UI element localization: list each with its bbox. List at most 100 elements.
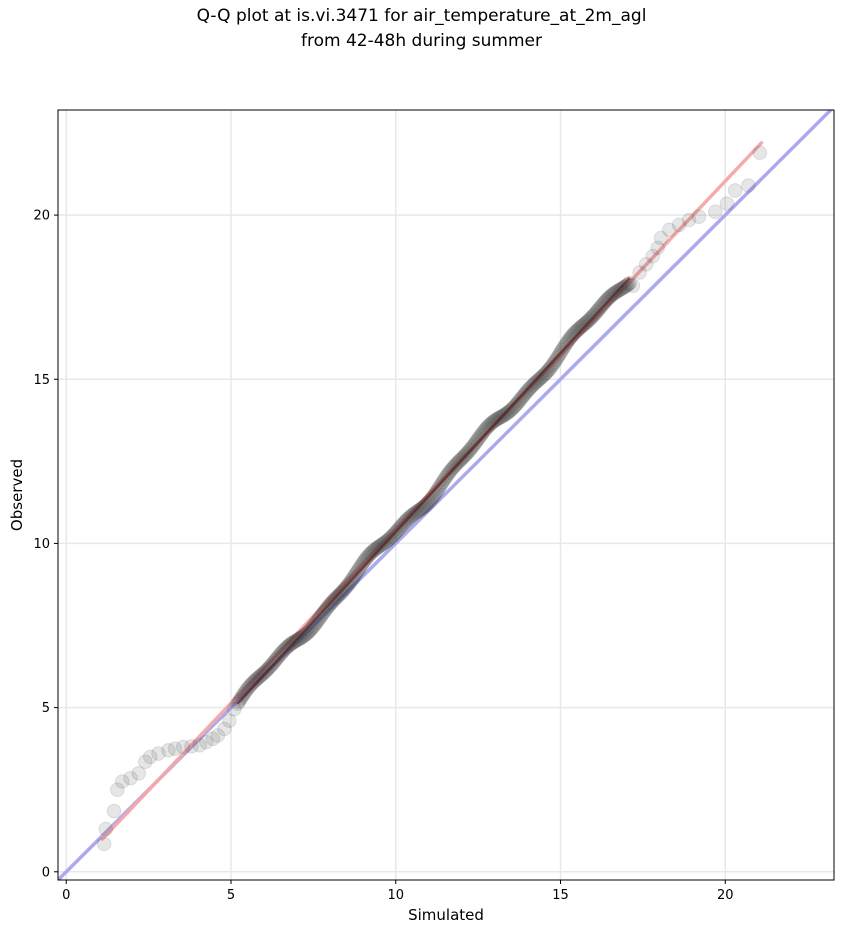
data-point xyxy=(422,493,437,509)
data-point xyxy=(324,594,340,610)
data-point xyxy=(351,561,367,576)
data-point xyxy=(587,306,603,321)
data-point xyxy=(574,319,590,334)
data-point xyxy=(322,597,338,612)
data-point xyxy=(106,803,122,819)
data-point xyxy=(494,409,510,424)
data-point xyxy=(252,669,268,684)
data-point xyxy=(719,196,735,211)
data-point xyxy=(345,570,361,586)
data-point xyxy=(233,690,249,706)
data-point xyxy=(367,541,383,557)
data-point xyxy=(595,297,610,312)
data-point xyxy=(567,325,582,341)
data-point xyxy=(263,658,279,674)
data-point xyxy=(589,304,604,320)
data-point xyxy=(474,426,490,441)
data-point xyxy=(138,754,153,770)
data-point xyxy=(388,524,404,540)
data-point xyxy=(517,386,533,401)
data-point xyxy=(366,542,382,558)
y-tick-label: 15 xyxy=(33,373,50,388)
data-point xyxy=(354,557,370,572)
data-point xyxy=(300,625,315,641)
core-trend-line xyxy=(236,276,631,705)
data-point xyxy=(333,585,349,601)
data-point xyxy=(415,499,431,515)
data-point xyxy=(466,437,481,453)
data-point xyxy=(528,374,544,390)
data-point xyxy=(473,427,489,443)
data-point xyxy=(510,395,526,410)
data-point xyxy=(433,478,448,493)
grid xyxy=(58,110,834,880)
data-point xyxy=(246,674,261,690)
data-point xyxy=(616,280,631,295)
data-point xyxy=(337,581,352,597)
data-point xyxy=(295,629,311,645)
data-point xyxy=(353,559,368,574)
data-point xyxy=(403,508,419,524)
data-point xyxy=(283,637,298,652)
data-point xyxy=(501,404,517,419)
data-point xyxy=(498,406,513,422)
data-point xyxy=(281,637,297,653)
data-point xyxy=(436,472,452,488)
data-point xyxy=(467,436,483,451)
data-point xyxy=(622,275,638,291)
data-point xyxy=(241,680,256,695)
data-point xyxy=(487,413,502,429)
data-point xyxy=(468,434,484,450)
data-point xyxy=(489,411,505,427)
data-point xyxy=(329,589,345,605)
data-point xyxy=(584,310,599,325)
data-point xyxy=(488,412,504,428)
data-point xyxy=(618,278,634,294)
data-point xyxy=(438,470,453,486)
data-point xyxy=(541,362,556,378)
data-point xyxy=(568,324,583,340)
data-point xyxy=(167,741,183,756)
data-point xyxy=(412,502,427,518)
data-point xyxy=(556,340,571,356)
data-point xyxy=(681,212,697,228)
data-point xyxy=(381,532,397,547)
data-point xyxy=(650,240,666,256)
data-point xyxy=(569,323,585,338)
x-axis-label: Simulated xyxy=(408,906,484,924)
data-point xyxy=(391,521,406,537)
data-point xyxy=(184,739,199,754)
data-point xyxy=(483,416,499,432)
data-point xyxy=(575,318,591,333)
y-tick-label: 0 xyxy=(42,865,50,880)
data-point xyxy=(442,463,458,479)
data-point xyxy=(414,500,430,516)
data-point xyxy=(393,518,409,534)
data-point xyxy=(273,646,288,662)
data-point xyxy=(274,645,290,660)
data-point xyxy=(335,583,351,598)
chart-title-line-1: Q-Q plot at is.vi.3471 for air_temperatu… xyxy=(196,6,647,26)
data-point xyxy=(632,265,647,280)
data-point xyxy=(727,183,743,198)
data-point xyxy=(469,432,485,448)
data-point xyxy=(279,640,295,655)
data-point xyxy=(339,578,355,594)
data-point xyxy=(316,605,331,620)
data-point xyxy=(479,420,495,435)
data-point xyxy=(557,338,572,354)
data-point xyxy=(509,396,524,412)
data-point xyxy=(476,424,491,440)
data-point xyxy=(504,402,519,417)
data-point xyxy=(519,384,534,400)
data-point xyxy=(603,288,619,303)
data-point xyxy=(235,688,250,704)
data-point xyxy=(503,403,518,418)
data-point xyxy=(493,409,508,425)
data-point xyxy=(321,598,336,614)
data-point xyxy=(417,498,432,514)
data-point xyxy=(535,369,550,384)
data-point xyxy=(419,496,435,512)
axis-ticks: 0 5 10 15 20 0 5 10 15 20 xyxy=(33,209,733,903)
